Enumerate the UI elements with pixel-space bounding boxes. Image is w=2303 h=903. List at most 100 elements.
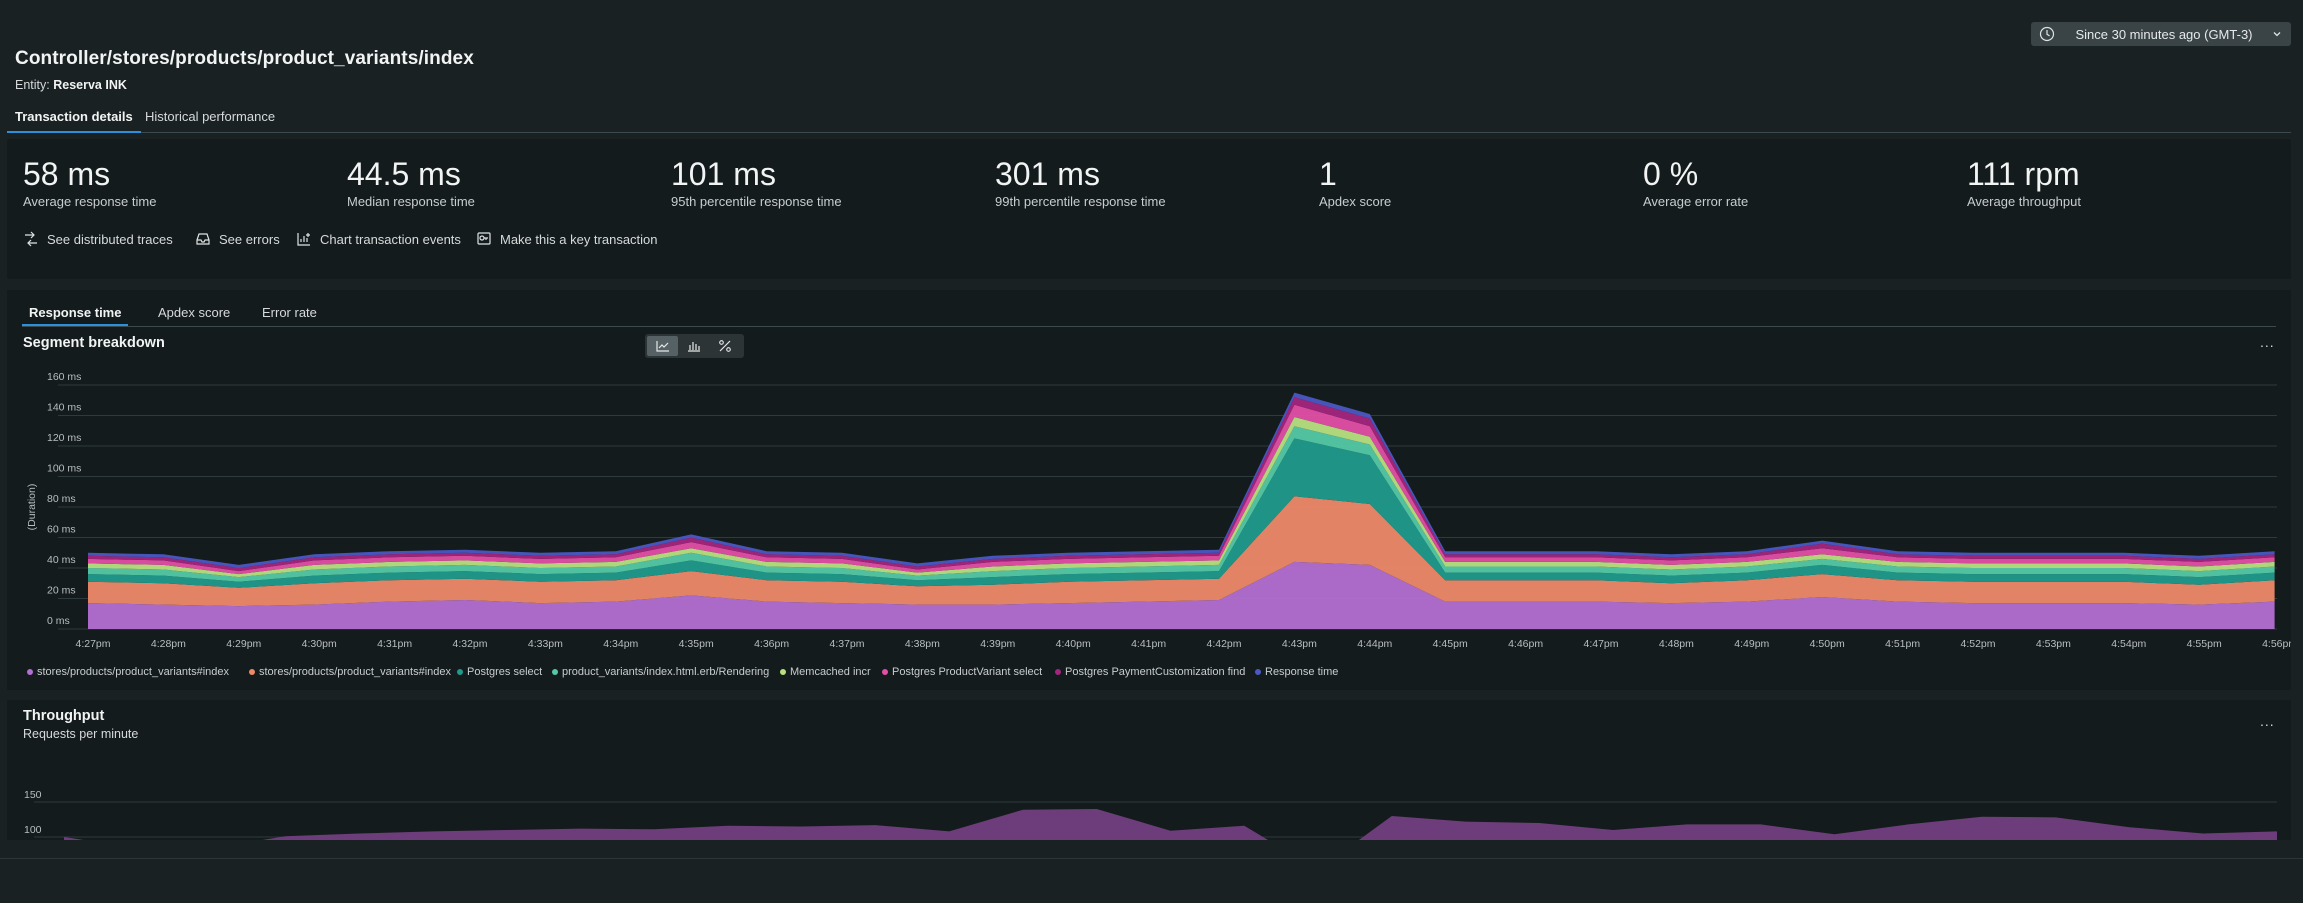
clock-icon (2039, 26, 2055, 42)
segment-breakdown-chart[interactable]: 0 ms 20 ms 40 ms 60 ms 80 ms 100 ms 120 ms 140 … (7, 290, 2291, 690)
area-series-5 (88, 404, 2275, 575)
action-label: Make this a key transaction (500, 231, 658, 247)
metric-median-response-time: 44.5 ms Median response time (347, 156, 475, 209)
legend-dot (780, 669, 786, 675)
legend-label: product_variants/index.html.erb/Renderin… (562, 666, 770, 678)
legend-label: Postgres PaymentCustomization find (1065, 666, 1246, 678)
legend-item[interactable]: stores/products/product_variants#index (27, 666, 229, 678)
x-tick-label: 4:38pm (905, 638, 940, 650)
percent-button[interactable] (709, 336, 740, 356)
x-tick-label: 4:33pm (528, 638, 563, 650)
entity-name[interactable]: Reserva INK (53, 78, 127, 92)
bar-chart-button[interactable] (678, 336, 709, 356)
x-tick-label: 4:53pm (2036, 638, 2071, 650)
x-tick-label: 4:37pm (829, 638, 864, 650)
legend-label: stores/products/product_variants#index (37, 666, 229, 678)
area-series-6 (88, 397, 2275, 572)
line-chart-button[interactable] (647, 336, 678, 356)
legend-item[interactable]: Postgres PaymentCustomization find (1055, 666, 1245, 678)
metric-label: 99th percentile response time (995, 194, 1166, 209)
tab-transaction-details[interactable]: Transaction details (7, 107, 141, 133)
y-tick-label: 120 ms (47, 432, 81, 444)
summary-panel: 58 ms Average response time 44.5 ms Medi… (7, 139, 2291, 279)
chevron-down-icon (2273, 32, 2281, 37)
legend-dot (27, 669, 33, 675)
metric-average-error-rate: 0 % Average error rate (1643, 156, 1748, 209)
y-tick-label: 100 (24, 824, 42, 836)
legend-dot (1055, 669, 1061, 675)
metric-value: 111 rpm (1967, 156, 2080, 192)
metric-apdex-score: 1 Apdex score (1319, 156, 1391, 209)
time-range-label: Since 30 minutes ago (GMT-3) (2075, 26, 2253, 42)
x-tick-label: 4:32pm (452, 638, 487, 650)
time-range-picker[interactable]: Since 30 minutes ago (GMT-3) (2031, 22, 2291, 46)
metric-label: Average response time (23, 194, 157, 209)
x-tick-label: 4:27pm (75, 638, 110, 650)
legend-item[interactable]: Postgres select (457, 666, 542, 678)
metric-label: 95th percentile response time (671, 194, 842, 209)
chart-more-menu[interactable]: ... (2260, 334, 2275, 350)
metric-average-response-time: 58 ms Average response time (23, 156, 156, 209)
y-tick-label: 100 ms (47, 463, 81, 475)
percent-icon (718, 340, 731, 352)
legend-item[interactable]: Postgres ProductVariant select (882, 666, 1042, 678)
x-tick-label: 4:35pm (679, 638, 714, 650)
page-tabs: Transaction details Historical performan… (7, 104, 2291, 133)
legend-item[interactable]: product_variants/index.html.erb/Renderin… (552, 666, 769, 678)
legend-dot (882, 669, 888, 675)
chart-transaction-events-link[interactable]: Chart transaction events (296, 231, 461, 247)
throughput-panel: Throughput Requests per minute ... 50100… (7, 700, 2291, 840)
page-title: Controller/stores/products/product_varia… (15, 48, 474, 69)
x-tick-label: 4:55pm (2187, 638, 2222, 650)
x-tick-label: 4:44pm (1357, 638, 1392, 650)
key-transaction-icon (477, 232, 491, 245)
x-tick-label: 4:30pm (302, 638, 337, 650)
x-tick-label: 4:36pm (754, 638, 789, 650)
metric-value: 0 % (1643, 156, 1699, 192)
x-tick-label: 4:31pm (377, 638, 412, 650)
entity-line: Entity: Reserva INK (15, 78, 127, 92)
metric-label: Average throughput (1967, 194, 2081, 209)
tab-error-rate[interactable]: Error rate (262, 305, 317, 320)
x-tick-label: 4:54pm (2111, 638, 2146, 650)
tab-historical-performance[interactable]: Historical performance (145, 109, 276, 124)
legend-item[interactable]: Memcached incr (780, 666, 871, 678)
inbox-icon (196, 233, 210, 245)
x-tick-label: 4:34pm (603, 638, 638, 650)
x-tick-label: 4:56pm (2262, 638, 2291, 650)
metric-95th-percentile: 101 ms 95th percentile response time (671, 156, 842, 209)
y-tick-label: 40 ms (47, 554, 76, 566)
x-tick-label: 4:46pm (1508, 638, 1543, 650)
throughput-chart[interactable]: 50100150 (7, 700, 2291, 840)
x-tick-label: 4:49pm (1734, 638, 1769, 650)
x-tick-label: 4:42pm (1206, 638, 1241, 650)
y-tick-label: 60 ms (47, 524, 76, 536)
tab-response-time[interactable]: Response time (22, 304, 129, 326)
segment-breakdown-panel: Response time Apdex score Error rate Seg… (7, 290, 2291, 690)
y-tick-label: 140 ms (47, 402, 81, 414)
legend-item[interactable]: stores/products/product_variants#index (249, 666, 451, 678)
see-distributed-traces-link[interactable]: See distributed traces (23, 231, 173, 247)
see-errors-link[interactable]: See errors (195, 231, 280, 247)
metric-value: 58 ms (23, 156, 111, 192)
legend-item[interactable]: Response time (1255, 666, 1338, 678)
area-series-3 (88, 426, 2275, 582)
throughput-title: Throughput (23, 708, 105, 724)
legend-label: stores/products/product_variants#index (259, 666, 451, 678)
metric-average-throughput: 111 rpm Average throughput (1967, 156, 2081, 209)
legend-dot (1255, 669, 1261, 675)
x-tick-label: 4:39pm (980, 638, 1015, 650)
throughput-more-menu[interactable]: ... (2260, 713, 2275, 729)
metric-value: 1 (1319, 156, 1337, 192)
x-tick-label: 4:43pm (1282, 638, 1317, 650)
metric-99th-percentile: 301 ms 99th percentile response time (995, 156, 1166, 209)
legend-dot (249, 669, 255, 675)
action-label: See distributed traces (47, 231, 173, 247)
tab-apdex-score[interactable]: Apdex score (158, 305, 231, 320)
legend-dot (552, 669, 558, 675)
area-series-4 (88, 417, 2275, 578)
legend-label: Postgres ProductVariant select (892, 666, 1043, 678)
make-key-transaction-link[interactable]: Make this a key transaction (476, 231, 658, 247)
x-tick-label: 4:29pm (226, 638, 261, 650)
y-tick-label: 150 (24, 789, 42, 801)
